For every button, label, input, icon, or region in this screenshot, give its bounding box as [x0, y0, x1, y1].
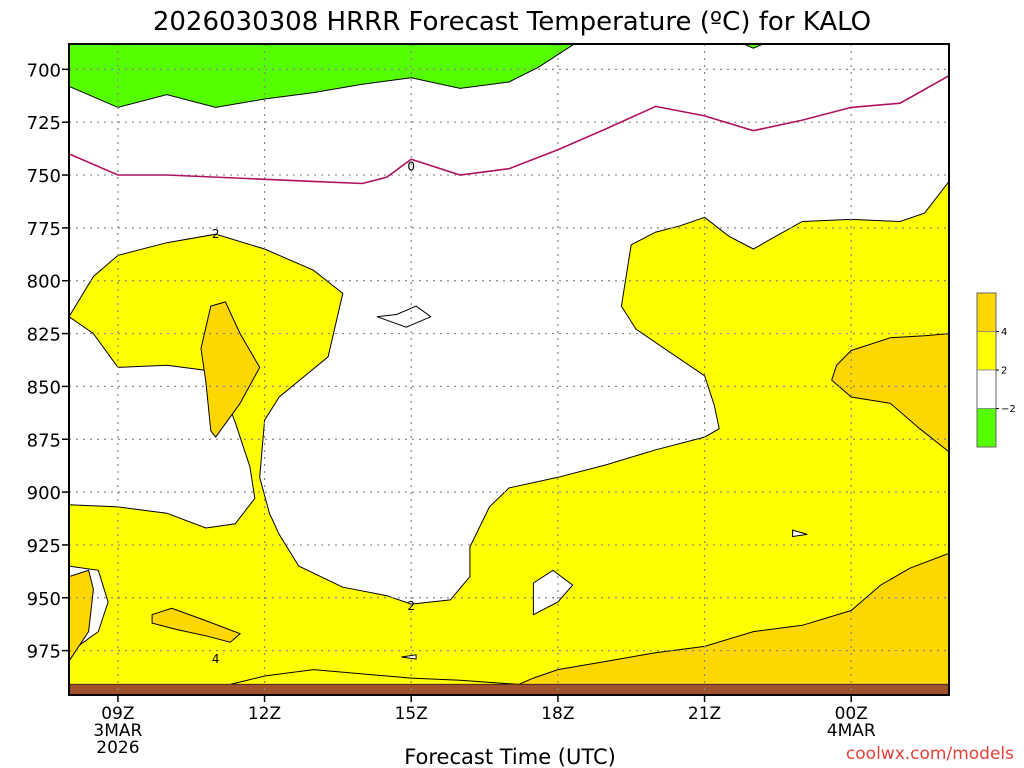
- y-tick-label-825: 825: [27, 325, 61, 346]
- freezing-contour-line: [69, 75, 949, 185]
- legend-swatch-3: [976, 408, 997, 448]
- y-tick-label-800: 800: [27, 272, 61, 293]
- legend-swatch-0: [976, 292, 997, 332]
- x-tick-label-09Z: 09Z 3MAR 2026: [93, 704, 142, 758]
- contour-region-minus2-to-2-pocket-sfc: [401, 654, 417, 660]
- contour-region-above-4-small-blob: [151, 607, 242, 643]
- filled-contour-regions: [69, 44, 949, 685]
- contour-region-below-minus2-top: [69, 44, 574, 108]
- contour-region-2-to-4-bottom-left-lobe: [230, 669, 519, 685]
- y-tick-label-950: 950: [27, 589, 61, 610]
- contour-label-0: 0: [407, 160, 415, 174]
- contour-region-above-4-bottom-left: [69, 569, 94, 663]
- ground-fill: [69, 684, 949, 695]
- surface-ground-layer: [69, 684, 949, 695]
- contour-lines: [69, 75, 949, 185]
- chart-title: 2026030308 HRRR Forecast Temperature (ºC…: [153, 7, 871, 37]
- x-tick-label-21Z: 21Z: [688, 704, 721, 724]
- legend-label-2: −2: [1001, 404, 1016, 415]
- contour-region-above-4-left-tongue: [200, 301, 261, 438]
- credit-link[interactable]: coolwx.com/models: [846, 744, 1014, 764]
- x-tick-label-18Z: 18Z: [541, 704, 574, 724]
- contour-label-2: 2: [407, 599, 415, 613]
- contour-region-minus2-to-2-pocket-low: [532, 569, 574, 616]
- y-tick-label-975: 975: [27, 642, 61, 663]
- x-tick-label-15Z: 15Z: [395, 704, 428, 724]
- plot-frame: [68, 43, 950, 696]
- contour-label-1: 2: [212, 227, 220, 241]
- y-tick-label-925: 925: [27, 536, 61, 557]
- y-tick-label-900: 900: [27, 483, 61, 504]
- contour-labels: 0 2 2 4: [212, 160, 415, 666]
- contour-region-above-4-right-mid: [831, 333, 949, 453]
- y-tick-label-750: 750: [27, 166, 61, 187]
- contour-region-minus2-to-2-pocket-upper: [376, 305, 432, 328]
- color-legend: 4 2 −2: [976, 292, 1016, 448]
- legend-swatch-2: [976, 369, 997, 409]
- contour-region-2-to-4-left-column: [69, 180, 949, 685]
- x-tick-label-00Z: 00Z 4MAR: [827, 704, 876, 741]
- legend-swatch-1: [976, 331, 997, 371]
- contour-label-3: 4: [212, 652, 220, 666]
- x-axis-label: Forecast Time (UTC): [404, 745, 616, 768]
- y-tick-label-875: 875: [27, 430, 61, 451]
- y-tick-label-700: 700: [27, 60, 61, 81]
- contour-region-minus2-to-2-pocket-right: [792, 529, 808, 538]
- y-tick-label-725: 725: [27, 113, 61, 134]
- x-tick-label-12Z: 12Z: [248, 704, 281, 724]
- contour-region-below-minus2-spot: [743, 44, 764, 49]
- legend-label-1: 2: [1001, 366, 1007, 377]
- x-axis: 09Z 3MAR 2026 12Z 15Z 18Z 21Z 00Z 4MAR: [93, 695, 876, 758]
- y-axis: 700 725 750 775 800 825 850 875 900 925 950 975: [27, 60, 69, 663]
- legend-label-0: 4: [1001, 327, 1007, 338]
- contour-region-above-4-bottom-right: [518, 552, 949, 685]
- y-tick-label-775: 775: [27, 219, 61, 240]
- y-tick-label-850: 850: [27, 377, 61, 398]
